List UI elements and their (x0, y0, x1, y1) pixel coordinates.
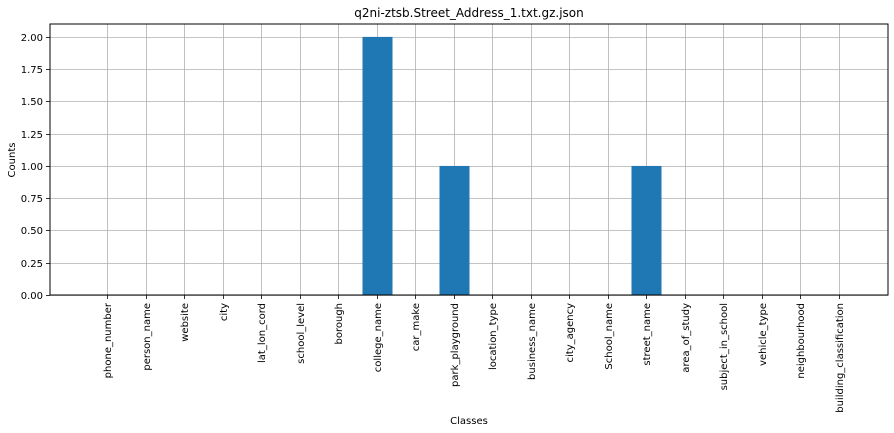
y-tick-label: 0.25 (21, 259, 43, 270)
y-tick-label: 1.00 (21, 162, 43, 173)
y-tick-label: 1.25 (21, 130, 43, 141)
x-tick-label: college_name (373, 303, 384, 372)
bar-college-name (362, 36, 393, 296)
axis-ticks: 0.00 0.25 0.50 0.75 1.00 1.25 1.50 1.75 2.00 phon… (21, 33, 846, 413)
x-tick-label: area_of_study (681, 303, 692, 373)
x-tick-label: location_type (488, 303, 499, 370)
x-tick-label: vehicle_type (758, 303, 769, 366)
chart-title: q2ni-ztsb.Street_Address_1.txt.gz.json (354, 6, 584, 20)
y-tick-label: 0.75 (21, 194, 43, 205)
x-tick-label: School_name (604, 303, 615, 370)
y-tick-label: 2.00 (21, 33, 43, 44)
x-tick-label: subject_in_school (719, 303, 730, 390)
x-tick-label: car_make (411, 303, 422, 351)
x-tick-label: street_name (642, 303, 653, 366)
x-tick-label: person_name (142, 303, 153, 371)
x-tick-label: lat_lon_cord (257, 303, 268, 363)
y-axis-label: Counts (7, 143, 18, 178)
x-tick-label: building_classification (835, 303, 846, 413)
x-tick-label: school_level (296, 303, 307, 364)
x-tick-label: borough (334, 303, 345, 345)
y-tick-label: 1.50 (21, 97, 43, 108)
x-tick-label: park_playground (450, 303, 461, 387)
bar-street-name (631, 165, 662, 295)
x-tick-label: business_name (527, 303, 538, 380)
y-tick-label: 0.00 (21, 291, 43, 302)
x-tick-label: city_agency (565, 303, 576, 363)
x-tick-label: website (180, 303, 191, 342)
x-tick-label: neighbourhood (796, 303, 807, 379)
bar-park-playground (439, 165, 470, 295)
plot-frame (49, 23, 889, 296)
y-tick-label: 0.50 (21, 226, 43, 237)
y-tick-label: 1.75 (21, 65, 43, 76)
bars (362, 36, 662, 296)
x-tick-label: city (219, 303, 230, 321)
x-axis-label: Classes (450, 416, 488, 427)
x-tick-label: phone_number (103, 302, 114, 378)
